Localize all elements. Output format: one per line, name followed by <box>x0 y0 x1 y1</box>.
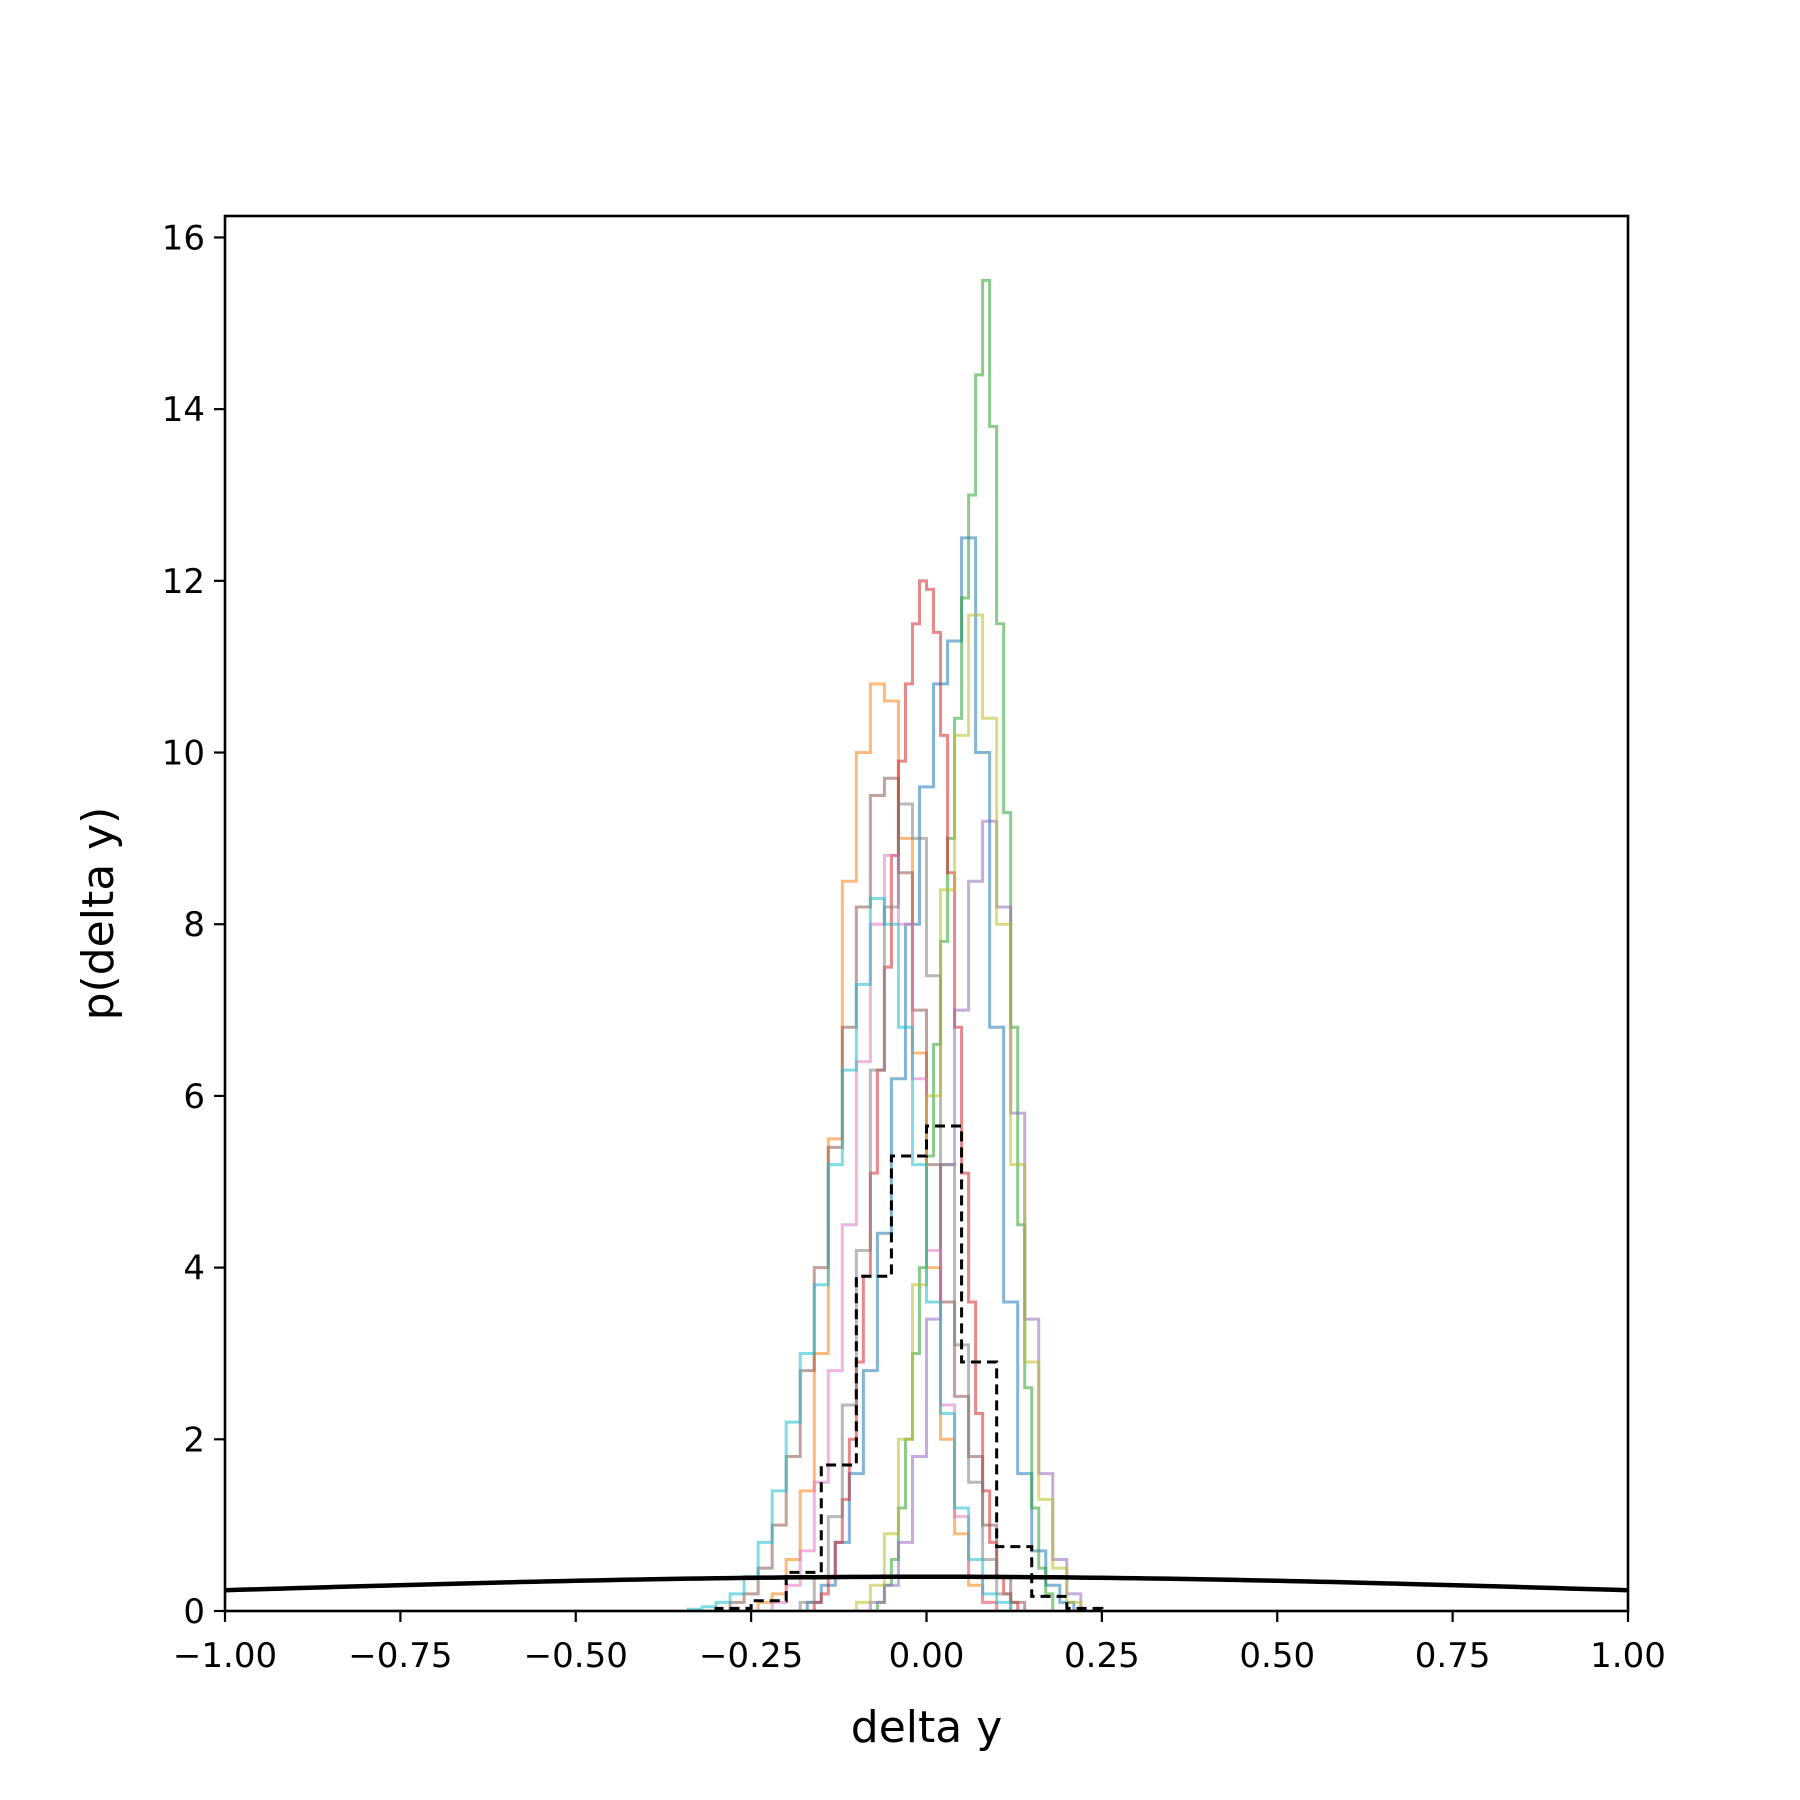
histogram-series-5 <box>868 819 1083 1611</box>
y-axis-label: p(delta y) <box>73 807 124 1021</box>
y-tick-label: 16 <box>162 218 205 258</box>
y-tick-label: 10 <box>162 734 205 774</box>
axis-layer: −1.00 −0.75 −0.50 −0.25 0.00 0.25 0.50 0.75 1.00… <box>162 218 1666 1676</box>
histogram-series-layer <box>225 278 1628 1611</box>
y-tick-label: 4 <box>183 1249 205 1289</box>
y-tick-label: 12 <box>162 562 205 602</box>
histogram-series-3 <box>875 278 1055 1611</box>
y-tick-label: 8 <box>183 905 205 945</box>
x-tick-label: −0.25 <box>699 1636 803 1676</box>
histogram-series-8 <box>798 802 1013 1611</box>
histogram-series-9 <box>854 613 1083 1611</box>
aggregate-histogram <box>714 1124 1104 1611</box>
histogram-series-10 <box>686 896 1013 1611</box>
x-tick-label: −0.75 <box>348 1636 452 1676</box>
x-tick-label: 0.75 <box>1415 1636 1491 1676</box>
y-tick-label: 6 <box>183 1077 205 1117</box>
x-axis-label: delta y <box>851 1702 1002 1753</box>
histogram-series-2 <box>756 682 999 1611</box>
x-tick-label: 0.00 <box>889 1636 965 1676</box>
y-tick-label: 0 <box>183 1592 205 1632</box>
y-tick-label: 2 <box>183 1420 205 1460</box>
x-tick-label: 0.25 <box>1064 1636 1140 1676</box>
reference-normal-curve <box>225 1574 1628 1593</box>
x-tick-label: −0.50 <box>524 1636 628 1676</box>
x-tick-label: 0.50 <box>1239 1636 1315 1676</box>
x-tick-label: 1.00 <box>1590 1636 1666 1676</box>
histogram-series-6 <box>728 776 1027 1611</box>
y-tick-label: 14 <box>162 390 205 430</box>
histogram-series-7 <box>770 854 999 1611</box>
x-tick-label: −1.00 <box>173 1636 277 1676</box>
